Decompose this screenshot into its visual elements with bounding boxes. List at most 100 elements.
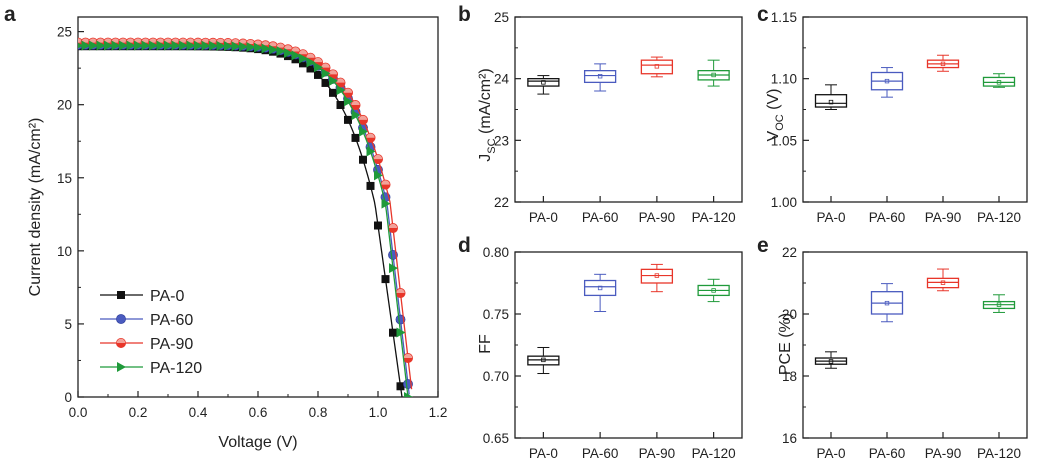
x-tick-label: 0.2 — [129, 405, 148, 420]
marker-pa-0 — [291, 55, 300, 64]
y-tick-label: 0.75 — [483, 307, 509, 322]
y-axis-label-a: Current density (mA/cm²) — [27, 118, 44, 297]
y-tick-label: 25 — [57, 25, 72, 40]
x-tick-labels-a: 0.0 0.2 0.4 0.6 0.8 1.0 1.2 — [69, 405, 448, 420]
panel-c-voc-box: c VOC (V) 1.00 1.05 1.10 1.15 PA-0 PA-60 PA-90… — [757, 3, 1028, 225]
marker-pa-120 — [389, 263, 398, 274]
box-pa-60 — [870, 283, 904, 438]
box-mean — [597, 74, 603, 79]
marker-pa-120 — [366, 146, 376, 157]
plot-frame-e — [802, 251, 1028, 439]
marker-pa-120 — [119, 40, 128, 51]
y-tick-label: 0.80 — [483, 245, 509, 260]
marker-pa-120 — [171, 40, 181, 51]
marker-pa-120 — [156, 40, 166, 51]
x-tick-label: 1.2 — [429, 405, 448, 420]
marker-pa-120 — [246, 42, 256, 53]
y-tick-label: 22 — [494, 195, 509, 210]
marker-pa-120 — [269, 44, 278, 55]
y-axis-label-e: PCE (%) — [777, 313, 794, 375]
legend-label-pa-60: PA-60 — [150, 312, 193, 329]
y-tick-label: 0.65 — [483, 431, 509, 446]
marker-pa-120 — [104, 40, 113, 51]
marker-half — [395, 293, 406, 298]
marker-pa-0 — [336, 101, 345, 110]
box-pa-90 — [640, 263, 674, 438]
x-tick-label: PA-120 — [977, 210, 1021, 225]
box-mean — [996, 80, 1002, 85]
panel-e-pce-box: e PCE (%) 16 18 20 22 PA-0 PA-60 PA-90 PA-120 — [757, 234, 1028, 461]
y-tick-label: 20 — [782, 307, 797, 322]
box-mean — [828, 99, 834, 105]
y-tick-labels-a: 0 5 10 15 20 25 — [57, 25, 72, 405]
x-tick-label: PA-90 — [639, 210, 676, 225]
y-tick-label: 16 — [782, 431, 797, 446]
legend-label-pa-0: PA-0 — [150, 288, 184, 305]
marker-pa-90 — [350, 100, 361, 111]
marker-pa-120 — [381, 198, 391, 209]
marker-pa-120 — [111, 40, 121, 51]
series-line-pa-60 — [78, 44, 410, 395]
x-tick-label: PA-120 — [692, 446, 736, 461]
x-tick-label: PA-60 — [869, 446, 906, 461]
y-tick-label: 15 — [57, 171, 72, 186]
box-body — [640, 268, 674, 284]
marker-pa-120 — [284, 47, 293, 58]
box-pa-120 — [982, 73, 1016, 202]
marker-pa-0 — [366, 181, 375, 190]
box-body — [527, 78, 560, 87]
panel-letter-d: d — [458, 234, 471, 257]
box-mean — [828, 359, 834, 364]
series-markers-pa-90 — [78, 37, 413, 364]
marker-pa-120 — [336, 85, 346, 96]
marker-pa-120 — [359, 126, 368, 137]
box-mean — [541, 80, 546, 85]
marker-pa-120 — [164, 40, 173, 51]
marker-pa-120 — [186, 40, 196, 51]
panel-letter-c: c — [757, 3, 769, 26]
box-pa-120 — [697, 59, 730, 202]
series-line-pa-0 — [78, 45, 403, 397]
box-mean — [940, 61, 946, 67]
box-mean — [541, 357, 546, 363]
marker-half — [388, 228, 398, 233]
marker-pa-120 — [201, 40, 211, 51]
y-tick-label: 20 — [57, 98, 72, 113]
box-pa-90 — [926, 268, 960, 438]
marker-pa-0 — [381, 275, 390, 284]
box-pa-0 — [814, 351, 848, 438]
marker-pa-120 — [254, 42, 263, 53]
x-tick-label: PA-0 — [816, 210, 845, 225]
y-tick-label: 18 — [782, 369, 797, 384]
marker-pa-120 — [344, 96, 353, 107]
marker-pa-120 — [141, 40, 151, 51]
box-mean — [597, 285, 603, 291]
marker-pa-0 — [344, 115, 352, 124]
x-tick-label: PA-120 — [977, 446, 1021, 461]
marker-pa-0 — [117, 291, 125, 299]
marker-pa-0 — [314, 70, 322, 79]
marker-pa-0 — [389, 328, 397, 337]
marker-pa-120 — [179, 40, 188, 51]
marker-pa-120 — [374, 170, 383, 181]
series-line-pa-120 — [78, 44, 409, 397]
marker-pa-90 — [395, 288, 406, 299]
box-body — [583, 70, 617, 84]
marker-pa-90 — [116, 337, 127, 348]
marker-pa-120 — [306, 57, 316, 68]
y-tick-label: 1.05 — [771, 133, 797, 148]
marker-pa-120 — [329, 75, 338, 86]
marker-pa-120 — [89, 40, 98, 51]
marker-half — [343, 92, 353, 98]
marker-pa-90 — [402, 353, 413, 364]
marker-pa-120 — [78, 42, 83, 49]
box-mean — [884, 300, 890, 306]
y-tick-label: 24 — [494, 72, 510, 87]
box-mean — [654, 64, 660, 69]
box-pa-60 — [583, 63, 617, 202]
series-group-a — [78, 37, 413, 397]
box-pa-120 — [982, 294, 1016, 438]
box-pa-0 — [527, 75, 560, 202]
x-tick-label: PA-0 — [529, 210, 558, 225]
